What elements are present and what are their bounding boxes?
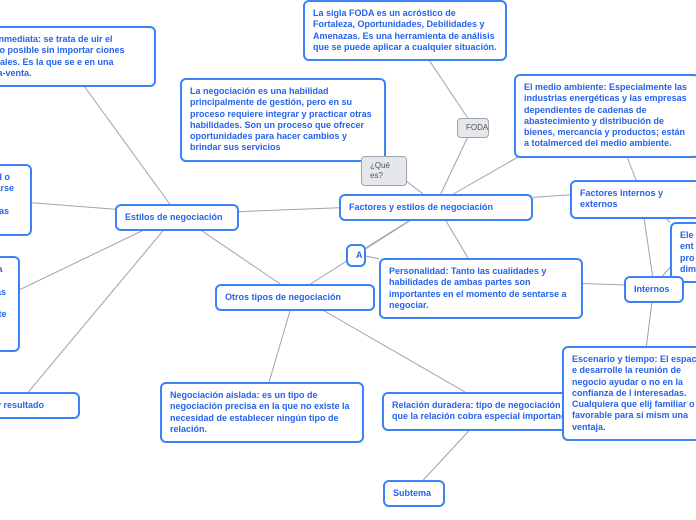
node-a_node[interactable]: A bbox=[346, 244, 366, 267]
node-foda_desc[interactable]: La sigla FODA es un acróstico de Fortale… bbox=[303, 0, 507, 61]
node-internos[interactable]: Internos bbox=[624, 276, 684, 303]
node-negociacion[interactable]: La negociación es una habilidad principa… bbox=[180, 78, 386, 162]
edge bbox=[423, 422, 477, 480]
node-factores[interactable]: Factores internos y externos bbox=[570, 180, 696, 219]
edge bbox=[533, 195, 570, 198]
node-aislada[interactable]: Negociación aislada: es un tipo de negoc… bbox=[160, 382, 364, 443]
node-ele[interactable]: Ele ent pro dim bbox=[670, 222, 696, 283]
node-central[interactable]: Factores y estilos de negociación bbox=[339, 194, 533, 221]
edge bbox=[239, 208, 339, 212]
edge bbox=[28, 224, 168, 392]
edge bbox=[366, 256, 379, 259]
node-resultado[interactable]: ación y resultado bbox=[0, 392, 80, 419]
edge bbox=[32, 203, 115, 209]
node-relacion_inm[interactable]: ación inmediata: se trata de uir el acue… bbox=[0, 26, 156, 87]
node-el_blank[interactable]: a el ella en la stancias la que dades te… bbox=[0, 256, 20, 352]
node-subtema[interactable]: Subtema bbox=[383, 480, 445, 507]
node-personal[interactable]: ersonal o se ificarse ición negocias bbox=[0, 164, 32, 236]
edge bbox=[646, 296, 652, 346]
node-otros[interactable]: Otros tipos de negociación bbox=[215, 284, 375, 311]
edge bbox=[20, 224, 156, 290]
node-estilos[interactable]: Estilos de negociación bbox=[115, 204, 239, 231]
edge bbox=[192, 224, 281, 284]
edge bbox=[75, 74, 169, 204]
node-personalidad[interactable]: Personalidad: Tanto las cualidades y hab… bbox=[379, 258, 583, 319]
node-foda_tag[interactable]: FODA bbox=[457, 118, 489, 138]
node-que_es[interactable]: ¿Qué es? bbox=[361, 156, 407, 186]
edge bbox=[269, 304, 292, 382]
node-medio[interactable]: El medio ambiente: Especialmente las ind… bbox=[514, 74, 696, 158]
edge bbox=[583, 284, 624, 285]
node-escenario[interactable]: Escenario y tiempo: El espacio e desarro… bbox=[562, 346, 696, 441]
edge bbox=[441, 134, 469, 194]
